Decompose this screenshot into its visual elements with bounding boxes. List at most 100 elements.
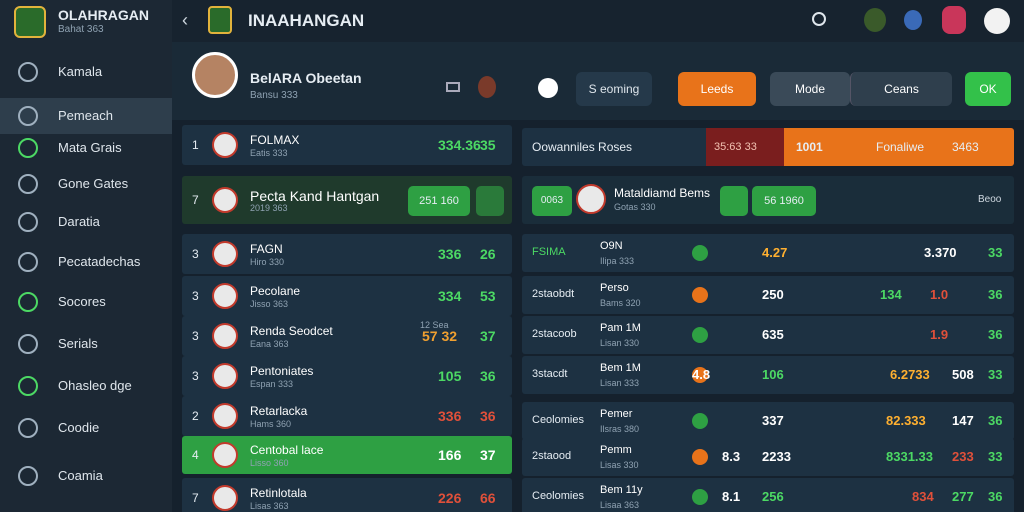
team-sub: Lisan 330 bbox=[600, 338, 640, 348]
nav-item[interactable]: Pemeach bbox=[0, 98, 172, 134]
back-button[interactable]: ‹ bbox=[182, 10, 188, 30]
club-icon[interactable] bbox=[478, 76, 496, 98]
team-name: Retarlacka bbox=[250, 404, 308, 418]
nav-item[interactable]: Kamala bbox=[0, 54, 172, 90]
nav-item[interactable]: Socores bbox=[0, 284, 172, 320]
share-button[interactable] bbox=[476, 186, 504, 216]
stat-cell: 82.333 bbox=[886, 413, 926, 428]
stat-row[interactable]: 2stacoob Pam 1M Lisan 330 635 1.9 36 bbox=[522, 316, 1014, 354]
club-icon[interactable] bbox=[942, 6, 966, 34]
team-sub: Hiro 330 bbox=[250, 257, 285, 267]
nav-item[interactable]: Ohasleo dge bbox=[0, 368, 172, 404]
team-badge bbox=[212, 323, 238, 349]
nav-label: Mata Grais bbox=[58, 140, 122, 155]
search-icon[interactable] bbox=[812, 12, 826, 26]
final-label: Fonaliwe bbox=[876, 140, 925, 154]
rank: 7 bbox=[192, 193, 199, 207]
nav-item[interactable]: Daratia bbox=[0, 204, 172, 240]
list-row[interactable]: 3 FAGN Hiro 330 336 26 bbox=[182, 234, 512, 274]
nav-item[interactable]: Gone Gates bbox=[0, 166, 172, 202]
stat-row[interactable]: FSIMA O9N Ilipa 333 4.27 3.370 33 bbox=[522, 234, 1014, 272]
team-name: Pemer bbox=[600, 408, 633, 420]
nav-item[interactable]: Coodie bbox=[0, 410, 172, 446]
profile-name: BelARA Obeetan bbox=[250, 70, 362, 86]
team-badge bbox=[212, 403, 238, 429]
nav-label: Socores bbox=[58, 294, 106, 309]
leeds-button[interactable]: Leeds bbox=[678, 72, 756, 106]
ball-icon[interactable] bbox=[538, 78, 558, 98]
tag-button[interactable]: 0063 bbox=[532, 186, 572, 216]
row-label: 2stacoob bbox=[532, 328, 577, 340]
team-name: Mataldiamd Bems bbox=[614, 186, 711, 200]
club-icon[interactable] bbox=[864, 8, 886, 32]
stat-row[interactable]: 2staood Pemm Lisas 330 8.3 2233 8331.33 233 33 bbox=[522, 438, 1014, 476]
team-sub: 2019 363 bbox=[250, 203, 288, 213]
stat-row[interactable]: 2staobdt Perso Bams 320 250 134 1.0 36 bbox=[522, 276, 1014, 314]
score: 35:63 33 bbox=[706, 128, 784, 166]
team-badge bbox=[212, 187, 238, 213]
stat-cell: 8331.33 bbox=[886, 449, 933, 464]
event-icon bbox=[692, 287, 708, 303]
mode-button[interactable]: Mode bbox=[770, 72, 850, 106]
nav-label: Pecatadechas bbox=[58, 254, 141, 269]
extra: Beoo bbox=[978, 194, 1002, 205]
panel-header: Oowanniles Roses 35:63 33 1001 Fonaliwe … bbox=[522, 128, 1014, 166]
list-row[interactable]: 3 Pentoniates Espan 333 105 36 bbox=[182, 356, 512, 396]
ceans-button[interactable]: Ceans bbox=[850, 72, 952, 106]
total: 3463 bbox=[952, 140, 979, 154]
brand-sub: Bahat 363 bbox=[58, 24, 104, 35]
stat-cell: 36 bbox=[988, 327, 1003, 342]
list-row[interactable]: 4 Centobal lace Lisso 360 166 37 bbox=[182, 436, 512, 474]
team-logo bbox=[208, 6, 232, 34]
row-label: 2staobdt bbox=[532, 288, 575, 300]
stat-cell: 134 bbox=[880, 287, 902, 302]
stat-a: 166 bbox=[438, 447, 462, 463]
team-badge bbox=[576, 184, 606, 214]
team-sub: Lisas 330 bbox=[600, 460, 639, 470]
rank: 4 bbox=[192, 448, 199, 462]
list-row[interactable]: 2 Retarlacka Hams 360 336 36 bbox=[182, 396, 512, 436]
team-sub: Lisaa 363 bbox=[600, 500, 640, 510]
stat-row[interactable]: Ceolomies Pemer Ilsras 380 337 82.333 147 36 bbox=[522, 402, 1014, 440]
event-icon bbox=[692, 489, 708, 505]
action-button[interactable]: 251 160 bbox=[408, 186, 470, 216]
nav-item[interactable]: Serials bbox=[0, 326, 172, 362]
team-sub: Ilipa 333 bbox=[600, 256, 635, 266]
stat-cell: 6.2733 bbox=[890, 367, 930, 382]
stat-b: 26 bbox=[480, 246, 496, 262]
nav-item[interactable]: Mata Grais bbox=[0, 130, 172, 166]
stat-row[interactable]: Ceolomies Bem 11y Lisaa 363 8.1 256 834 277 36 bbox=[522, 478, 1014, 512]
team-sub: Eana 363 bbox=[250, 339, 289, 349]
stat-row[interactable]: 3stacdt Bem 1M Lisan 333 4.8 106 6.2733 508 33 bbox=[522, 356, 1014, 394]
featured-row: 0063 Mataldiamd Bems Gotas 330 56 1960 Beoo bbox=[522, 176, 1014, 224]
nav-label: Pemeach bbox=[58, 108, 113, 123]
list-row[interactable]: 7 Retinlotala Lisas 363 226 66 bbox=[182, 478, 512, 512]
stat-cell: 106 bbox=[762, 367, 784, 382]
team-name: Bem 1M bbox=[600, 362, 641, 374]
nav-item[interactable]: Coamia bbox=[0, 458, 172, 494]
settings-icon[interactable] bbox=[984, 8, 1010, 34]
stat-cell: 1.0 bbox=[930, 287, 949, 302]
image-icon[interactable] bbox=[446, 82, 460, 92]
nav-icon bbox=[18, 138, 38, 158]
team-name: Pentoniates bbox=[250, 364, 314, 378]
value-button[interactable]: 56 1960 bbox=[752, 186, 816, 216]
nav-label: Ohasleo dge bbox=[58, 378, 132, 393]
list-row[interactable]: 3 Renda Seodcet Eana 363 57 32 37 12 Sea bbox=[182, 316, 512, 356]
rank: 7 bbox=[192, 491, 199, 505]
team-sub: Lisas 363 bbox=[250, 501, 289, 511]
stat-cell: 277 bbox=[952, 489, 974, 504]
list-row[interactable]: 3 Pecolane Jisso 363 334 53 bbox=[182, 276, 512, 316]
nav-item[interactable]: Pecatadechas bbox=[0, 244, 172, 280]
stat-cell: 233 bbox=[952, 449, 974, 464]
close-button[interactable] bbox=[720, 186, 748, 216]
featured-row[interactable]: 7 Pecta Kand Hantgan 2019 363 251 160 bbox=[182, 176, 512, 224]
ok-button[interactable]: OK bbox=[965, 72, 1011, 106]
club-icon[interactable] bbox=[904, 10, 922, 30]
stat-cell: 1.9 bbox=[930, 327, 949, 342]
upcoming-button[interactable]: S eoming bbox=[576, 72, 652, 106]
stat-b: 66 bbox=[480, 490, 496, 506]
list-row[interactable]: 1 FOLMAX Eatis 333 334.36 35 bbox=[182, 125, 512, 165]
stat-b: 36 bbox=[480, 408, 496, 424]
